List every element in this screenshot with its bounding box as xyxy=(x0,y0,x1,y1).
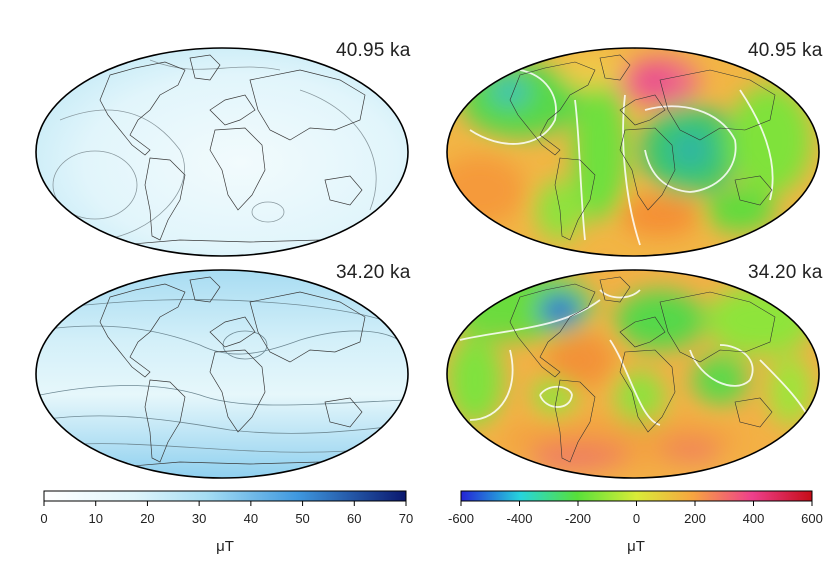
coastlines xyxy=(99,54,366,246)
coastlines xyxy=(509,276,776,463)
field-patches xyxy=(447,52,812,240)
colorbar-tick-label: -600 xyxy=(448,511,474,526)
colorbar-tick-label: 600 xyxy=(801,511,823,526)
map-bottom-right xyxy=(446,269,820,479)
colorbar-right: -600 -400 -200 0 200 400 600 μT xyxy=(448,490,823,555)
epoch-label-top-left: 40.95 ka xyxy=(336,40,411,61)
colorbar-tick-label: 30 xyxy=(192,511,206,526)
colorbar-tick-label: -400 xyxy=(506,511,532,526)
colorbar-tick-label: 20 xyxy=(140,511,154,526)
colorbar-tick-label: 200 xyxy=(684,511,706,526)
map-bottom-left xyxy=(35,269,409,479)
epoch-label-bottom-left: 34.20 ka xyxy=(336,262,411,283)
colorbar-tick-label: 40 xyxy=(244,511,258,526)
colorbar-tick-label: 50 xyxy=(295,511,309,526)
contour-lines xyxy=(52,59,377,241)
colorbar-tick-label: 0 xyxy=(40,511,47,526)
colorbar-tick-label: 400 xyxy=(743,511,765,526)
colorbar-right-ticks: -600 -400 -200 0 200 400 600 xyxy=(448,501,823,526)
colorbar-tick-label: 0 xyxy=(633,511,640,526)
map-top-right xyxy=(446,47,820,257)
colorbar-tick-label: 10 xyxy=(88,511,102,526)
zero-contours xyxy=(469,69,774,246)
epoch-label-top-right: 40.95 ka xyxy=(748,40,823,61)
epoch-label-bottom-right: 34.20 ka xyxy=(748,262,823,283)
colorbar-tick-label: 70 xyxy=(399,511,413,526)
coastlines xyxy=(509,54,776,241)
colorbar-tick-label: 60 xyxy=(347,511,361,526)
map-top-left xyxy=(35,47,409,257)
colorbar-right-unit: μT xyxy=(627,538,645,555)
colorbar-left-ticks: 0 10 20 30 40 50 60 70 xyxy=(40,501,413,526)
colorbar-tick-label: -200 xyxy=(565,511,591,526)
coastlines xyxy=(99,276,366,468)
field-patches xyxy=(447,270,815,469)
colorbar-left-unit: μT xyxy=(216,538,234,555)
colorbar-left: 0 10 20 30 40 50 60 70 μT xyxy=(40,490,413,555)
